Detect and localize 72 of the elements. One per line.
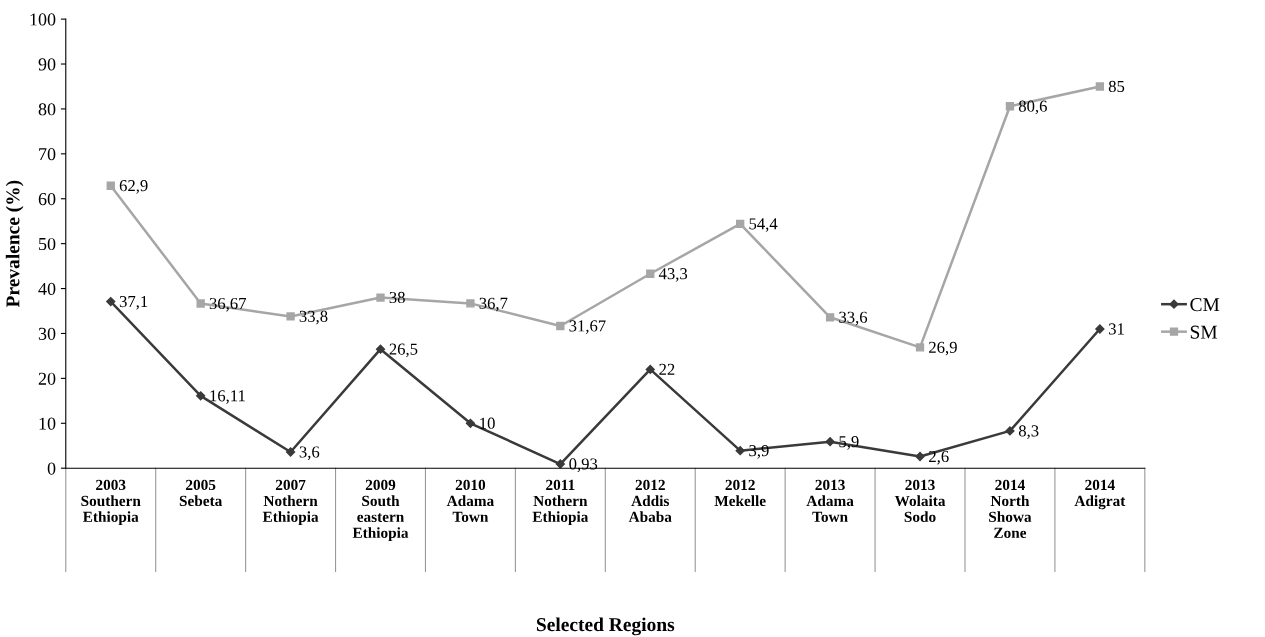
point (556, 321, 565, 331)
data-label: 80,6 (1018, 100, 1047, 115)
point (196, 391, 206, 401)
data-label: 16,11 (210, 390, 245, 404)
legend-label: CM (1190, 298, 1220, 312)
y-tick-label: 10 (39, 417, 56, 430)
data-label: 85 (1108, 80, 1125, 93)
y-tick-label: 90 (38, 58, 56, 71)
y-tick-label: 20 (38, 372, 56, 385)
data-label: 33,8 (299, 310, 328, 325)
x-tick-label: 2012 Addis Ababa (628, 479, 672, 523)
point (645, 364, 655, 375)
data-label: 26,9 (929, 341, 957, 356)
data-label: 36,7 (479, 297, 508, 312)
point (915, 343, 925, 352)
point (106, 181, 115, 190)
point (555, 459, 565, 469)
y-tick-label: 40 (38, 282, 56, 295)
data-label: 54,4 (749, 218, 778, 232)
y-tick-label: 30 (38, 327, 56, 340)
data-label: 3,6 (299, 446, 320, 460)
point (1095, 82, 1105, 91)
data-label: 43,3 (658, 268, 688, 282)
data-label: 22 (659, 363, 675, 375)
x-tick-label: 2014 Adigrat (1074, 479, 1126, 510)
y-axis-title: Prevalence (%) (5, 180, 24, 308)
y-tick-label: 80 (38, 103, 56, 116)
data-label: 62,9 (119, 180, 148, 194)
x-tick-label: 2010 Adama Town (446, 479, 494, 523)
point (1005, 102, 1015, 111)
legend-label: SM (1190, 325, 1218, 339)
data-label: 2,6 (929, 450, 949, 465)
point (285, 447, 296, 457)
point (915, 451, 925, 462)
data-label: 37,1 (119, 295, 148, 310)
x-tick-label: 2013 Adama Town (806, 479, 854, 523)
y-tick-label: 0 (47, 462, 56, 475)
point (376, 293, 385, 302)
point (825, 313, 835, 322)
y-tick-label: 70 (39, 148, 56, 161)
data-label: 33,6 (839, 311, 868, 326)
x-tick-label: 2014 North Showa Zone (989, 479, 1032, 538)
data-label: 10 (480, 417, 495, 429)
x-tick-label: 2013 Wolaita Sodo (894, 479, 946, 523)
point (465, 418, 476, 428)
y-tick-label: 60 (38, 193, 56, 206)
x-tick-label: 2003 Southern Ethiopia (81, 479, 141, 526)
x-tick-label: 2012 Mekelle (714, 479, 766, 507)
point (466, 299, 475, 308)
y-tick-label: 100 (30, 13, 56, 26)
data-label: 26,5 (389, 343, 418, 358)
data-label: 31,67 (569, 320, 606, 334)
point (646, 269, 655, 278)
x-tick-label: 2005 Sebeta (179, 479, 223, 507)
point (736, 219, 745, 229)
point (375, 344, 386, 354)
x-tick-label: 2011 Nothern Ethiopia (532, 479, 589, 526)
point (825, 437, 835, 447)
point (1005, 426, 1015, 436)
x-tick-label: 2009 South eastern Ethiopia (352, 479, 409, 542)
point (286, 312, 295, 321)
data-label: 31 (1108, 323, 1124, 335)
point (735, 446, 745, 456)
point (196, 299, 205, 308)
point (106, 296, 116, 307)
data-label: 36,67 (209, 297, 247, 312)
x-tick-label: 2007 Nothern Ethiopia (262, 479, 319, 526)
data-label: 38 (389, 291, 405, 304)
point (1095, 324, 1105, 334)
data-label: 8,3 (1018, 425, 1039, 439)
x-axis-title: Selected Regions (536, 617, 675, 636)
y-tick-label: 50 (39, 237, 56, 251)
